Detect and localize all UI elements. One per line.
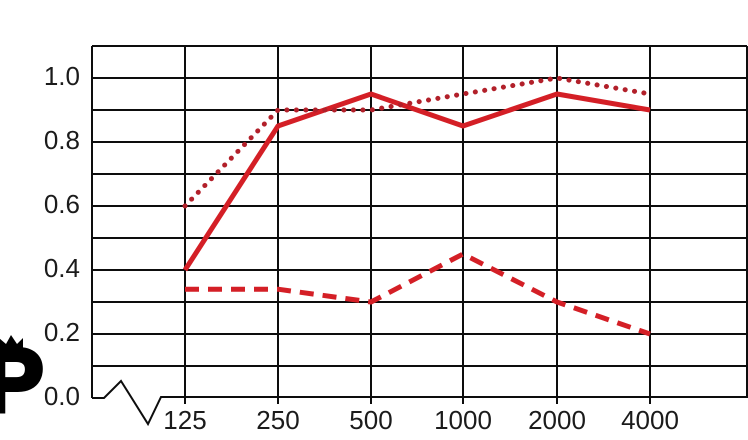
x-tick-label: 2000 [528,405,586,435]
y-axis-labels: 1.0 0.8 0.6 0.4 0.2 0.0 [44,61,80,411]
data-series [182,75,653,337]
x-tick-label: 4000 [621,405,679,435]
x-tick-label: 125 [163,405,206,435]
y-tick-label: 0.0 [44,381,80,411]
y-tick-label: 1.0 [44,61,80,91]
solid-line [182,91,651,272]
y-tick-label: 0.8 [44,125,80,155]
x-axis-break-icon [92,379,747,427]
dotted-line [182,75,653,209]
x-axis-labels: 125 250 500 1000 2000 4000 [163,405,679,435]
x-tick-label: 500 [349,405,392,435]
x-tick-label: 250 [256,405,299,435]
y-tick-label: 0.6 [44,189,80,219]
crown-icon [0,335,23,352]
logo: P [0,328,46,433]
y-tick-label: 0.4 [44,253,80,283]
grid-lines [91,45,748,404]
logo-letter: P [0,330,43,430]
y-tick-label: 0.2 [44,317,80,347]
dashed-line [185,251,651,337]
x-tick-label: 1000 [434,405,492,435]
